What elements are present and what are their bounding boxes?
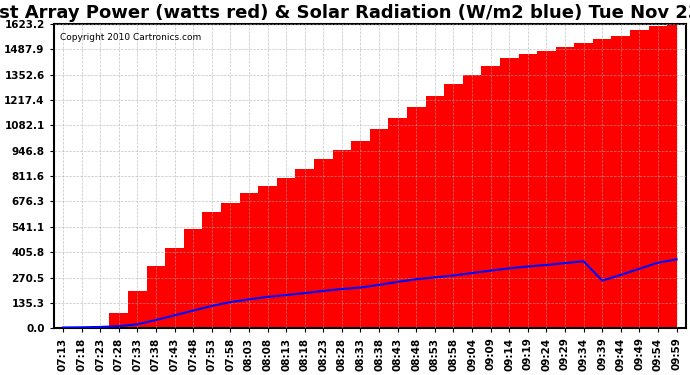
Text: Copyright 2010 Cartronics.com: Copyright 2010 Cartronics.com xyxy=(60,33,201,42)
Title: East Array Power (watts red) & Solar Radiation (W/m2 blue) Tue Nov 23 10:01: East Array Power (watts red) & Solar Rad… xyxy=(0,4,690,22)
